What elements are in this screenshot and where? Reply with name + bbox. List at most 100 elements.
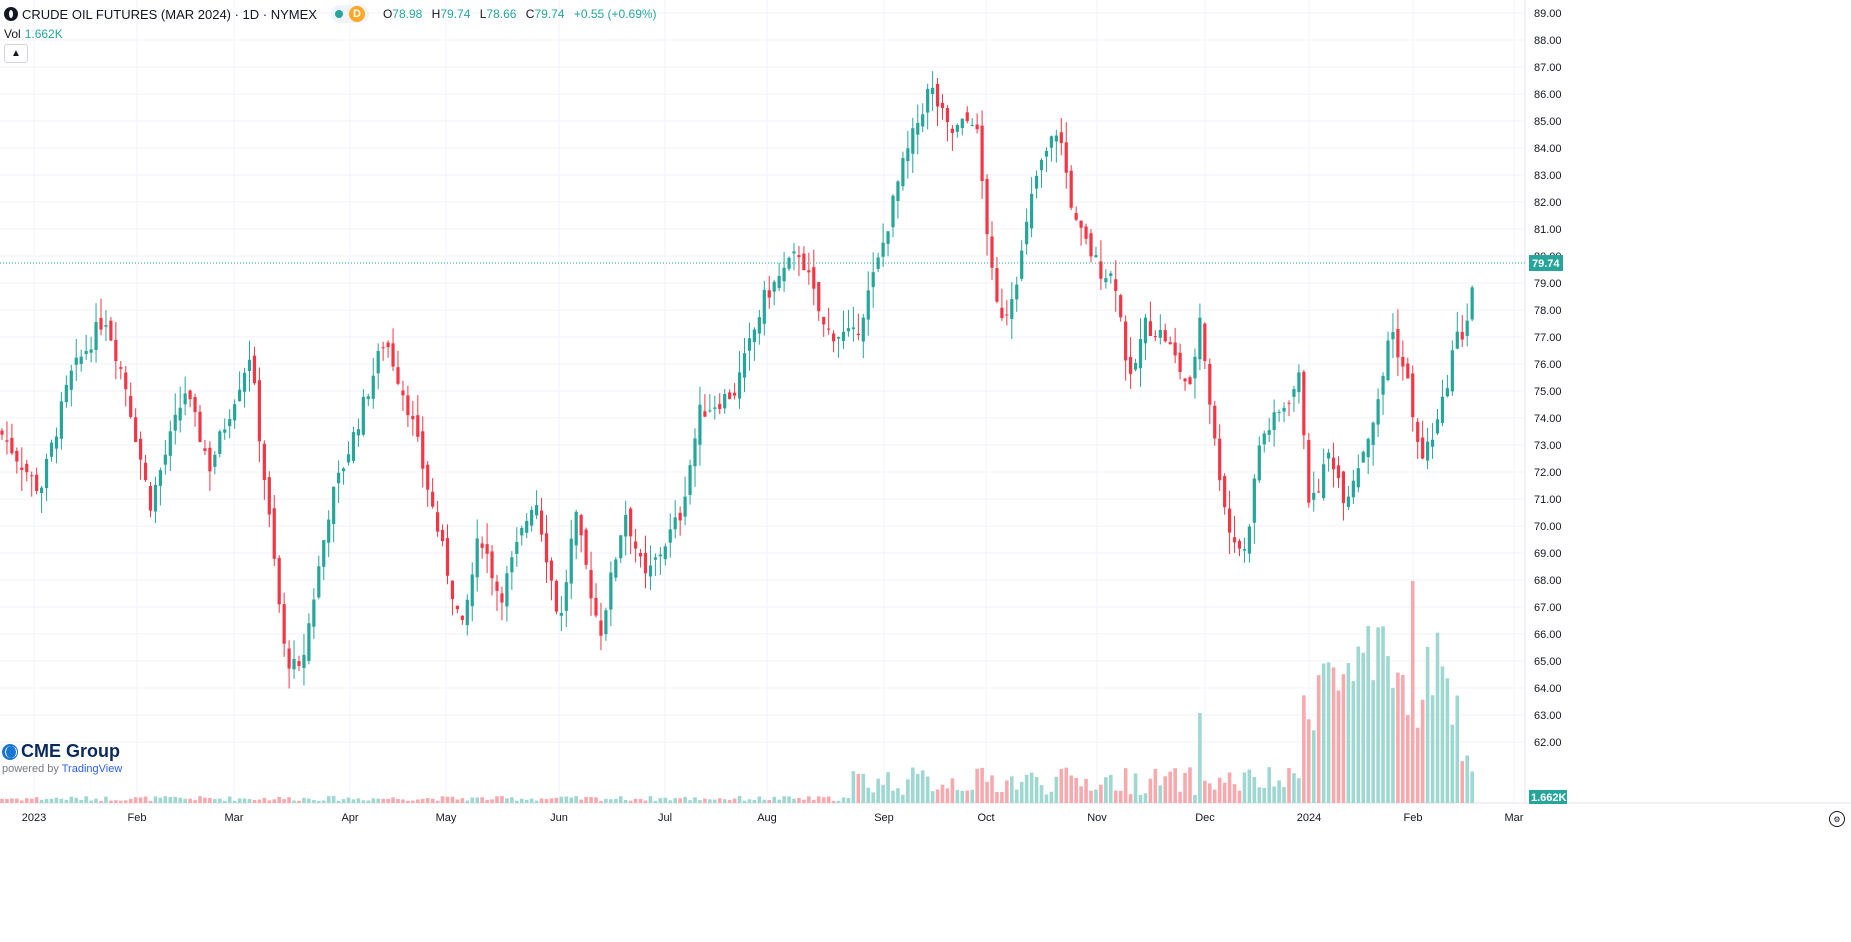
volume-bar [945, 788, 950, 803]
low-label: L [479, 7, 487, 21]
x-tick-label: Jun [550, 812, 568, 824]
candle-body [208, 447, 212, 472]
volume-bar [792, 798, 796, 803]
candle-body [1158, 329, 1162, 338]
candle-body [69, 370, 73, 390]
volume-bar [59, 798, 64, 803]
volume-bar [1094, 789, 1098, 803]
volume-bar [1242, 772, 1247, 803]
candle-body [376, 351, 380, 374]
x-tick-label: Mar [225, 812, 244, 824]
candle-body [832, 333, 836, 342]
candle-body [134, 417, 138, 443]
ohlc-readout: O78.98 H79.74 L78.66 C79.74 +0.55 (+0.69… [383, 7, 663, 21]
volume-bar [331, 796, 336, 803]
volume-bar [1208, 783, 1212, 803]
volume-bar [826, 796, 831, 803]
open-label: O [382, 7, 393, 21]
candle-body [257, 380, 261, 442]
volume-bar [609, 799, 613, 803]
volume-bar [326, 796, 331, 803]
volume-bar [1039, 785, 1044, 803]
candle-body [965, 112, 969, 122]
volume-bar [861, 773, 866, 803]
price-axis: 89.00 88.00 87.00 86.00 85.00 84.00 83.00 82.00… [1534, 8, 1562, 749]
volume-bar [1455, 695, 1460, 803]
volume-bar [351, 799, 356, 803]
volume-legend[interactable]: Vol 1.662K [4, 27, 63, 41]
candle-body [292, 658, 296, 670]
candle-body [490, 551, 494, 579]
candle-body [985, 178, 989, 235]
volume-bar [965, 790, 970, 803]
volume-bar [549, 798, 554, 803]
volume-bar [1257, 787, 1262, 803]
volume-bar [143, 796, 148, 803]
volume-bar [1153, 768, 1158, 803]
status-pill[interactable]: D [330, 5, 369, 23]
candle-body [619, 535, 623, 559]
volume-bar [1128, 794, 1133, 803]
volume-bar [222, 800, 227, 803]
candle-body [1322, 464, 1326, 499]
candle-body [1084, 226, 1088, 239]
volume-bar [1084, 778, 1088, 803]
volume-bar [1069, 775, 1073, 803]
gear-icon[interactable]: ⚙ [1829, 811, 1845, 827]
volume-bar [1010, 776, 1014, 803]
candle-body [1133, 362, 1138, 370]
candle-body [896, 181, 900, 201]
candle-body [1010, 299, 1014, 319]
candle-body [1267, 430, 1271, 435]
candle-body [658, 554, 662, 557]
candle-body [163, 454, 167, 465]
volume-bar [34, 797, 39, 803]
candle-body [1252, 478, 1256, 523]
volume-bar [1044, 794, 1049, 803]
volume-bar [1178, 791, 1182, 803]
candle-body [544, 533, 549, 563]
candle-body [579, 515, 583, 536]
candle-body [1168, 342, 1172, 345]
volume-label: Vol [4, 27, 21, 41]
candle-body [955, 125, 959, 132]
x-tick-label: 2024 [1297, 812, 1321, 824]
market-status-icon [334, 10, 343, 18]
volume-bar [1222, 782, 1227, 803]
volume-bar [866, 787, 871, 803]
candle-body [49, 442, 54, 457]
symbol-title[interactable]: CRUDE OIL FUTURES (MAR 2024) · 1D · NYME… [22, 6, 317, 22]
volume-bar [1376, 627, 1380, 803]
volume-bar [391, 797, 395, 803]
tradingview-link[interactable]: TradingView [61, 763, 123, 775]
volume-bar [1311, 730, 1316, 803]
volume-value: 1.662K [24, 27, 63, 41]
candle-body [599, 620, 603, 636]
volume-bar [247, 799, 252, 803]
volume-bar [1371, 680, 1375, 803]
candle-body [485, 544, 489, 554]
volume-bar [1396, 672, 1400, 803]
volume-bar [336, 800, 341, 803]
volume-bar [920, 770, 925, 803]
symbol-header[interactable]: CRUDE OIL FUTURES (MAR 2024) · 1D · NYME… [4, 4, 663, 24]
volume-bar [653, 800, 658, 803]
volume-bar [267, 800, 272, 803]
volume-bar [227, 796, 232, 803]
volume-bar [688, 800, 692, 803]
volume-bar [683, 796, 687, 803]
volume-bar [455, 799, 460, 803]
candle-body [574, 511, 578, 546]
cme-logo[interactable]: CME Group powered by TradingView [2, 741, 122, 775]
collapse-button[interactable]: ▲ [4, 44, 28, 63]
candle-body [188, 390, 192, 400]
open-value: 78.98 [392, 7, 423, 21]
volume-bar [995, 791, 999, 803]
volume-bar [307, 798, 311, 803]
candle-body [223, 429, 227, 433]
volume-bar [411, 800, 415, 803]
y-tick-label: 76.00 [1534, 359, 1562, 371]
candle-body [104, 325, 108, 327]
candle-body [1143, 317, 1148, 344]
